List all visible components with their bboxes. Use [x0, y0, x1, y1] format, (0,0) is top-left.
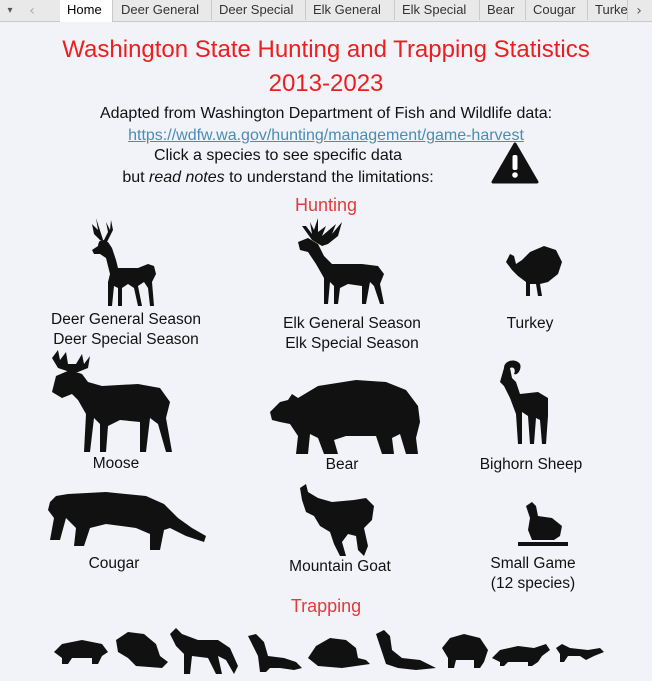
- elk-general-label[interactable]: Elk General Season: [283, 315, 421, 332]
- tab-turkey[interactable]: Turke: [588, 0, 628, 20]
- turkey-label[interactable]: Turkey: [506, 315, 554, 332]
- source-link[interactable]: https://wdfw.wa.gov/hunting/management/g…: [128, 127, 524, 144]
- deer-general-label[interactable]: Deer General Season: [51, 311, 201, 328]
- small-game-label[interactable]: Small Game (12 species): [468, 554, 598, 594]
- instruction-line-1: Click a species to see specific data: [153, 147, 403, 164]
- skunk-silhouette[interactable]: [490, 640, 550, 671]
- beaver-silhouette[interactable]: [112, 630, 168, 673]
- instruction-prefix: but: [122, 169, 150, 186]
- deer-label[interactable]: Deer General Season Deer Special Season: [36, 310, 216, 350]
- cougar-silhouette[interactable]: [46, 488, 210, 557]
- small-game-count[interactable]: (12 species): [490, 575, 576, 592]
- elk-label[interactable]: Elk General Season Elk Special Season: [262, 314, 442, 354]
- instruction-line-2: but read notes to understand the limitat…: [0, 169, 556, 187]
- raccoon-silhouette[interactable]: [440, 632, 488, 673]
- trapping-heading: Trapping: [290, 596, 362, 616]
- turkey-silhouette[interactable]: [500, 240, 566, 303]
- badger-silhouette[interactable]: [52, 636, 110, 669]
- weasel-silhouette[interactable]: [554, 640, 604, 667]
- source-text: Adapted from Washington Department of Fi…: [99, 105, 553, 122]
- tab-bar: ▾ ‹ Home Deer General Deer Special Elk G…: [0, 0, 652, 22]
- tab-home[interactable]: Home: [60, 0, 113, 22]
- tab-bear[interactable]: Bear: [480, 0, 526, 20]
- bear-silhouette[interactable]: [266, 376, 426, 461]
- bighorn-sheep-label[interactable]: Bighorn Sheep: [479, 456, 583, 473]
- coyote-silhouette[interactable]: [168, 626, 240, 681]
- chevron-left-icon: ‹: [29, 2, 35, 19]
- chevron-down-icon: ▾: [7, 5, 13, 16]
- tab-elk-general[interactable]: Elk General: [306, 0, 395, 20]
- deer-silhouette[interactable]: [78, 216, 168, 315]
- small-game-silhouette[interactable]: [518, 500, 568, 551]
- elk-special-label[interactable]: Elk Special Season: [285, 335, 419, 352]
- source-line: https://wdfw.wa.gov/hunting/management/g…: [0, 127, 652, 145]
- mountain-goat-label[interactable]: Mountain Goat: [289, 558, 391, 575]
- tab-prev-button[interactable]: ‹: [22, 0, 42, 21]
- tab-deer-general[interactable]: Deer General: [114, 0, 212, 20]
- bear-label[interactable]: Bear: [325, 456, 359, 473]
- deer-special-label[interactable]: Deer Special Season: [53, 331, 199, 348]
- page-title-years: 2013-2023: [268, 70, 384, 97]
- tab-next-button[interactable]: ›: [628, 0, 650, 21]
- otter-silhouette[interactable]: [372, 628, 436, 675]
- small-game-title[interactable]: Small Game: [490, 555, 576, 572]
- warning-triangle-icon[interactable]: [491, 142, 539, 184]
- moose-label[interactable]: Moose: [92, 455, 140, 472]
- bighorn-sheep-silhouette[interactable]: [498, 358, 554, 453]
- cougar-label[interactable]: Cougar: [88, 555, 140, 572]
- moose-silhouette[interactable]: [48, 348, 184, 461]
- tab-menu-button[interactable]: ▾: [0, 0, 20, 21]
- tab-elk-special[interactable]: Elk Special: [395, 0, 480, 20]
- read-notes-emphasis: read notes: [149, 169, 225, 186]
- elk-silhouette[interactable]: [292, 216, 396, 313]
- page-title: Washington State Hunting and Trapping St…: [62, 36, 590, 63]
- tab-cougar[interactable]: Cougar: [526, 0, 588, 20]
- chevron-right-icon: ›: [636, 2, 642, 19]
- tab-deer-special[interactable]: Deer Special: [212, 0, 306, 20]
- muskrat-silhouette[interactable]: [306, 634, 370, 673]
- hunting-heading: Hunting: [294, 195, 358, 215]
- instruction-suffix: to understand the limitations:: [224, 169, 434, 186]
- mountain-goat-silhouette[interactable]: [296, 484, 380, 563]
- marten-silhouette[interactable]: [246, 632, 302, 677]
